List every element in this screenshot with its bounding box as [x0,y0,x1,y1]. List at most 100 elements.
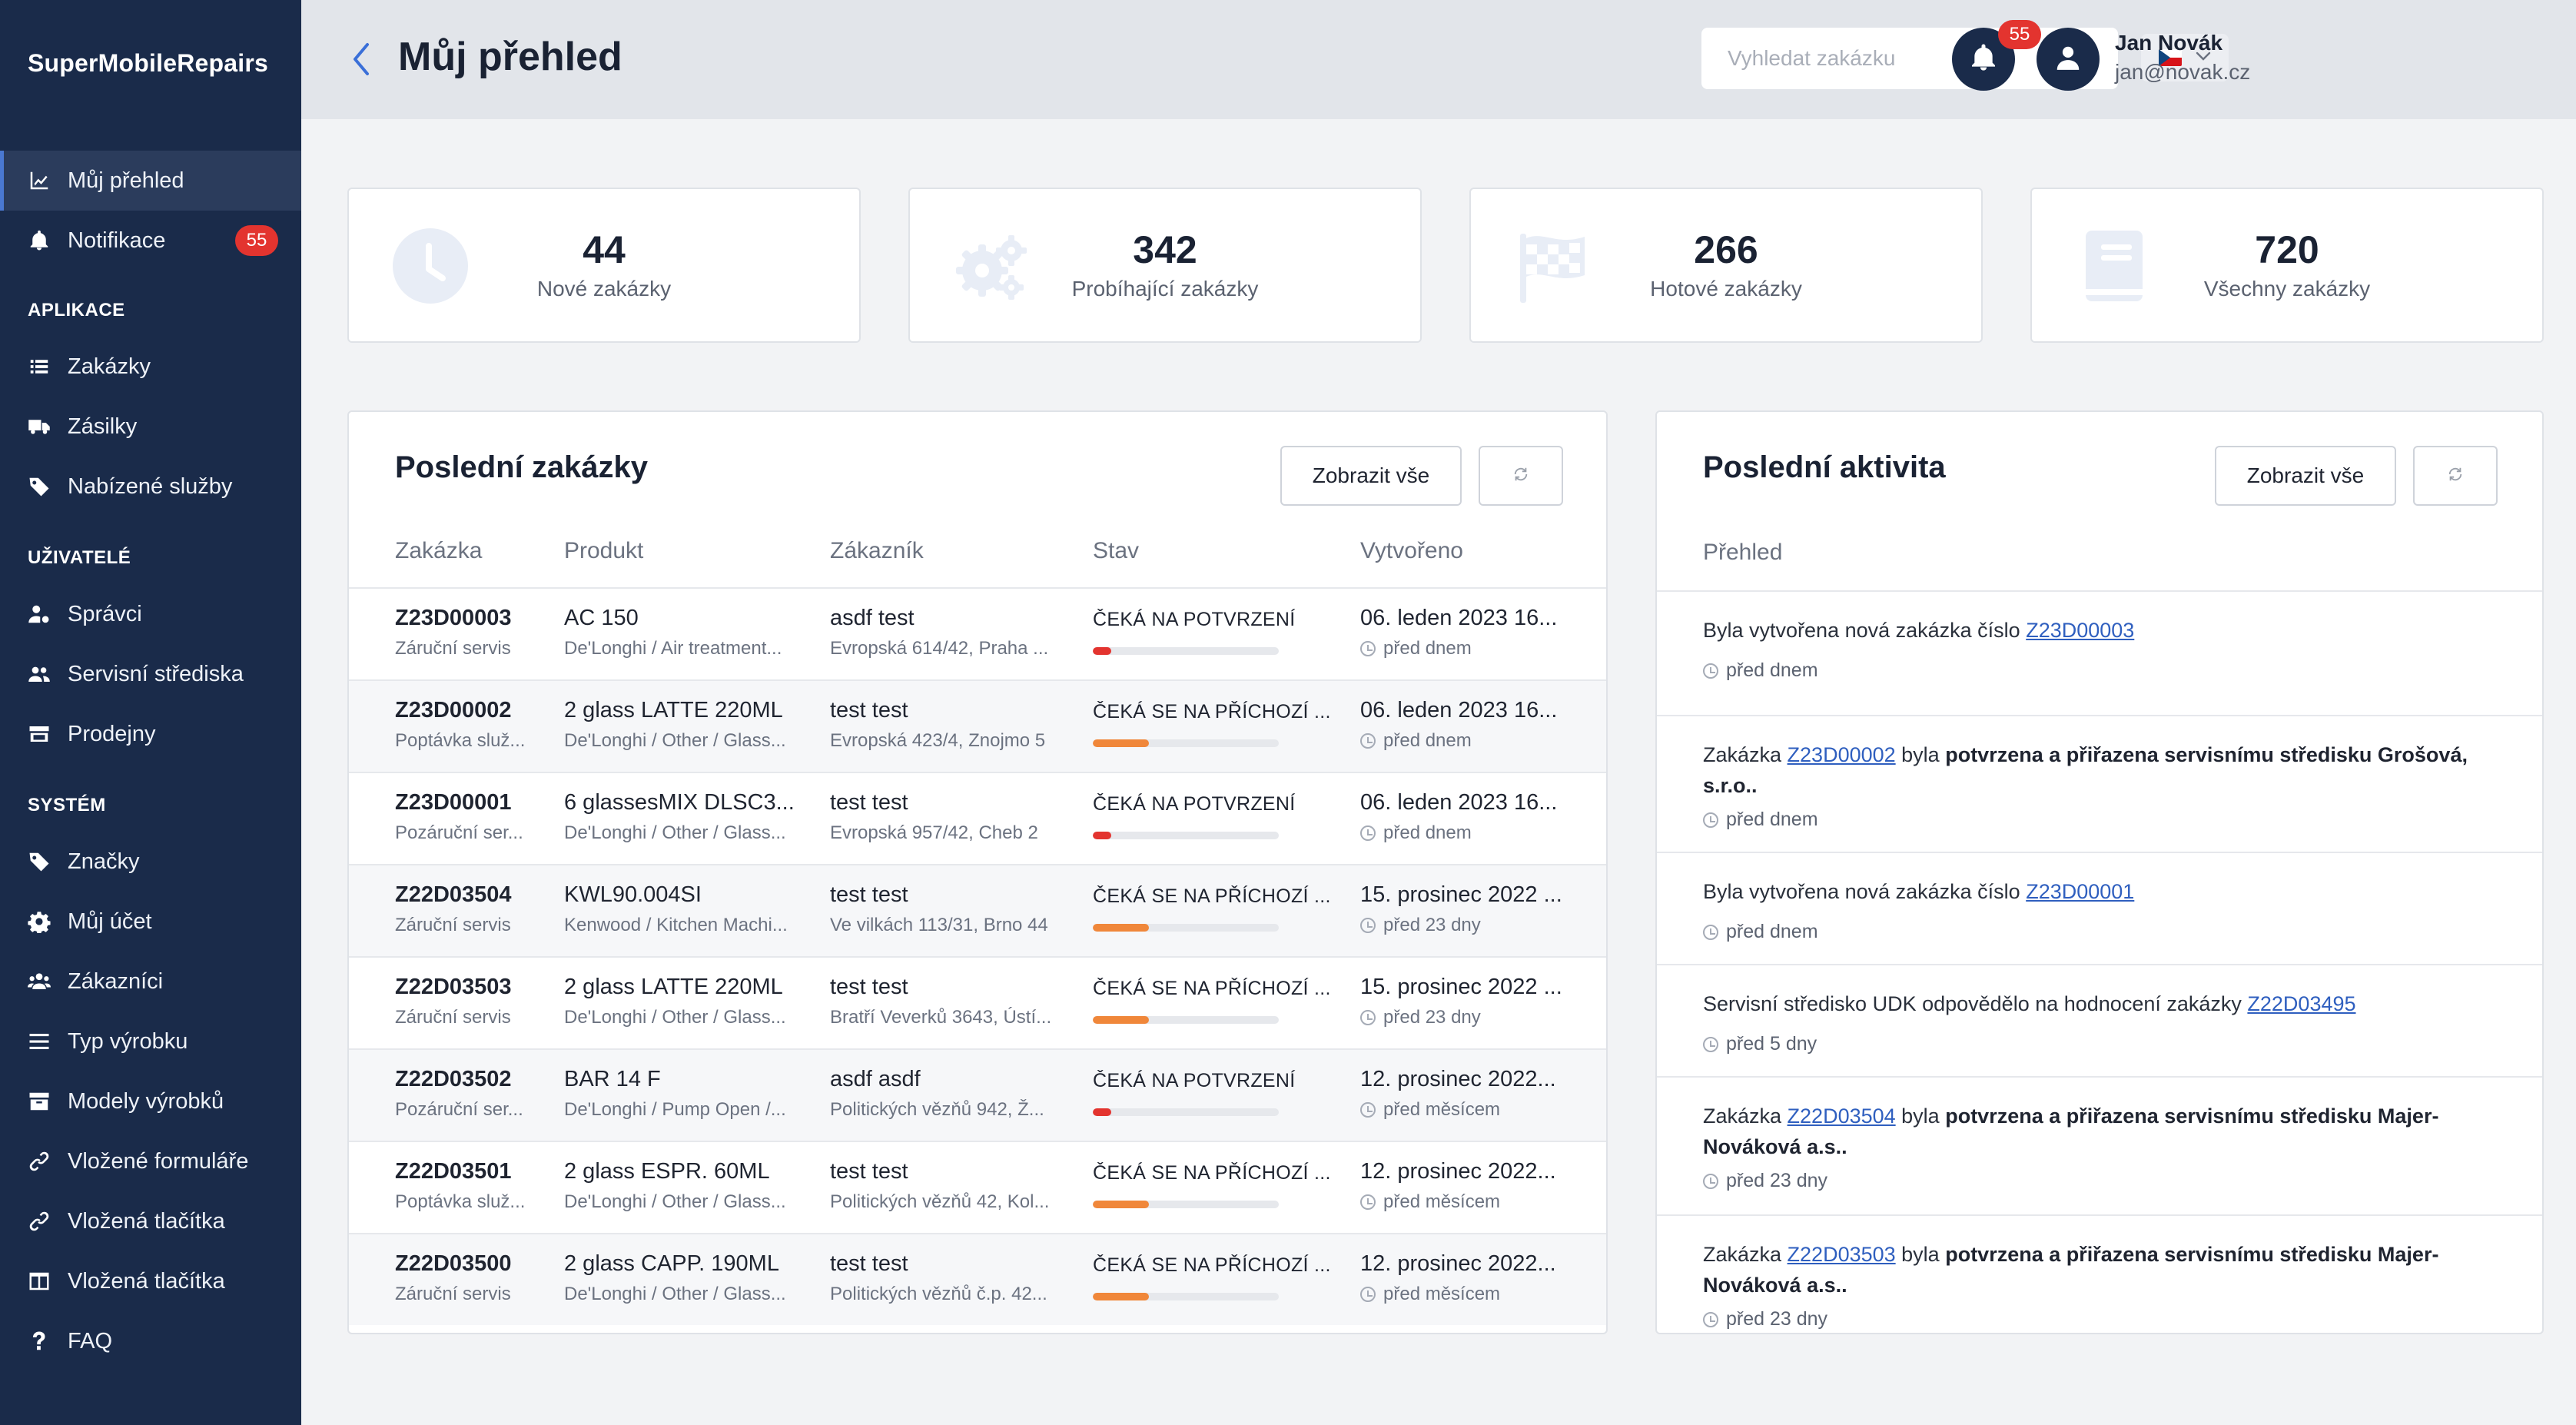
order-id[interactable]: Z23D00001 [395,790,512,815]
created-date: 12. prosinec 2022... [1360,1159,1556,1184]
table-row[interactable]: Z22D03504 Záruční servis KWL90.004SI Kenwoo… [349,864,1606,956]
activity-item: Servisní středisko UDK odpovědělo na hod… [1657,964,2542,1076]
clock-icon [392,228,469,304]
order-type: Záruční servis [395,1284,511,1304]
table-row[interactable]: Z23D00003 Záruční servis AC 150 De'Longhi /… [349,587,1606,679]
column-header-order[interactable]: Zakázka [395,538,483,563]
table-row[interactable]: Z23D00002 Poptávka služ... 2 glass LATTE 2… [349,679,1606,772]
created-relative: před 23 dny [1360,915,1583,936]
status-progress-fill [1093,924,1149,932]
product-name: 2 glass LATTE 220ML [564,975,783,999]
order-link[interactable]: Z22D03495 [2247,992,2356,1015]
activity-text-middle: byla [1895,1104,1946,1128]
refresh-icon [1512,463,1529,488]
sidebar-item-label: Značky [68,849,140,874]
activity-text-prefix: Zakázka [1703,743,1788,766]
sidebar-item-dashboard[interactable]: Můj přehled [0,151,301,211]
stat-card-done[interactable]: 266 Hotové zakázky [1469,188,1983,343]
customer-address: Evropská 957/42, Cheb 2 [830,822,1038,843]
order-link[interactable]: Z22D03503 [1787,1243,1896,1266]
sidebar-item-my-account[interactable]: Můj účet [0,892,301,952]
created-date: 15. prosinec 2022 ... [1360,975,1562,999]
created-relative: před měsícem [1360,1099,1583,1121]
sidebar-item-notifications[interactable]: Notifikace 55 [0,211,301,271]
activity-text: Byla vytvořena nová zakázka číslo Z23D00… [1703,615,2502,646]
user-icon [2053,43,2083,76]
relative-time: před dnem [1726,659,1818,681]
table-row[interactable]: Z23D00001 Pozáruční ser... 6 glassesMIX DL… [349,772,1606,864]
search-input[interactable] [1728,46,2070,71]
order-id[interactable]: Z23D00003 [395,606,512,630]
chevron-left-icon[interactable] [349,42,372,77]
table-row[interactable]: Z22D03501 Poptávka služ... 2 glass ESPR. 6… [349,1141,1606,1233]
sidebar-item-label: Nabízené služby [68,473,233,499]
users-icon [26,661,52,687]
relative-time: před 23 dny [1726,1308,1828,1330]
order-link[interactable]: Z23D00003 [2026,619,2135,642]
relative-time: před 23 dny [1383,1007,1481,1028]
order-id[interactable]: Z22D03502 [395,1067,512,1091]
order-link[interactable]: Z23D00001 [2026,880,2135,903]
show-all-orders-button[interactable]: Zobrazit vše [1280,446,1462,506]
sidebar-item-product-type[interactable]: Typ výrobku [0,1011,301,1071]
section-heading-users: UŽIVATELÉ [28,547,131,568]
order-id[interactable]: Z23D00002 [395,698,512,722]
order-id[interactable]: Z22D03501 [395,1159,512,1184]
user-name[interactable]: Jan Novák [2115,31,2223,55]
status-badge: ČEKÁ SE NA PŘÍCHOZÍ ... [1093,978,1331,999]
product-category: Kenwood / Kitchen Machi... [564,915,788,935]
refresh-orders-button[interactable] [1479,446,1563,506]
sidebar-item-embedded-buttons[interactable]: Vložená tlačítka [0,1191,301,1251]
sidebar-item-product-models[interactable]: Modely výrobků [0,1071,301,1131]
relative-time: před měsícem [1383,1191,1501,1212]
status-progress-fill [1093,1293,1149,1300]
activity-text: Zakázka Z22D03504 byla potvrzena a přiřa… [1703,1101,2502,1162]
sidebar-item-admins[interactable]: Správci [0,584,301,644]
order-link[interactable]: Z23D00002 [1787,743,1896,766]
stat-value: 720 [2255,228,2319,271]
table-row[interactable]: Z22D03503 Záruční servis 2 glass LATTE 220… [349,956,1606,1048]
activity-text-prefix: Byla vytvořena nová zakázka číslo [1703,619,2027,642]
column-header-status[interactable]: Stav [1093,538,1140,563]
stat-card-new[interactable]: 44 Nové zakázky [347,188,861,343]
status-progress-fill [1093,647,1112,655]
status-progress-bar [1093,739,1279,747]
sidebar-item-embedded-forms[interactable]: Vložené formuláře [0,1131,301,1191]
language-selector[interactable] [2141,34,2229,81]
table-row[interactable]: Z22D03500 Záruční servis 2 glass CAPP. 190… [349,1233,1606,1325]
refresh-activity-button[interactable] [2413,446,2498,506]
column-header-customer[interactable]: Zákazník [830,538,924,563]
sidebar-item-embedded-buttons-2[interactable]: Vložená tlačítka [0,1251,301,1311]
table-row[interactable]: Z22D03502 Pozáruční ser... BAR 14 F De'Long… [349,1048,1606,1141]
clock-icon [1360,1102,1376,1118]
sidebar-item-shipments[interactable]: Zásilky [0,397,301,457]
activity-overview-header: Přehled [1703,540,1783,565]
column-header-product[interactable]: Produkt [564,538,644,563]
activity-text-prefix: Zakázka [1703,1104,1788,1128]
sidebar-item-stores[interactable]: Prodejny [0,704,301,764]
sidebar-item-customers[interactable]: Zákazníci [0,952,301,1011]
product-category: De'Longhi / Other / Glass... [564,822,786,843]
sidebar-item-brands[interactable]: Značky [0,832,301,892]
notifications-count-badge: 55 [1998,20,2041,49]
show-all-activity-button[interactable]: Zobrazit vše [2215,446,2396,506]
order-link[interactable]: Z22D03504 [1787,1104,1896,1128]
brand-logo[interactable]: SuperMobileRepairs [28,49,269,77]
sidebar-item-faq[interactable]: FAQ [0,1311,301,1371]
order-type: Pozáruční ser... [395,1099,523,1120]
created-relative: před měsícem [1360,1191,1583,1213]
stat-card-all[interactable]: 720 Všechny zakázky [2030,188,2544,343]
relative-time: před měsícem [1383,1099,1501,1120]
order-id[interactable]: Z22D03500 [395,1251,512,1276]
order-id[interactable]: Z22D03503 [395,975,512,999]
avatar[interactable] [2037,28,2100,91]
order-type: Poptávka služ... [395,730,526,751]
customer-address: Evropská 423/4, Znojmo 5 [830,730,1046,751]
sidebar-item-orders[interactable]: Zakázky [0,337,301,397]
column-header-created[interactable]: Vytvořeno [1360,538,1463,563]
sidebar-item-service-centers[interactable]: Servisní střediska [0,644,301,704]
order-id[interactable]: Z22D03504 [395,882,512,907]
sidebar-item-services[interactable]: Nabízené služby [0,457,301,517]
link-icon [26,1208,52,1234]
stat-card-in-progress[interactable]: 342 Probíhající zakázky [908,188,1422,343]
